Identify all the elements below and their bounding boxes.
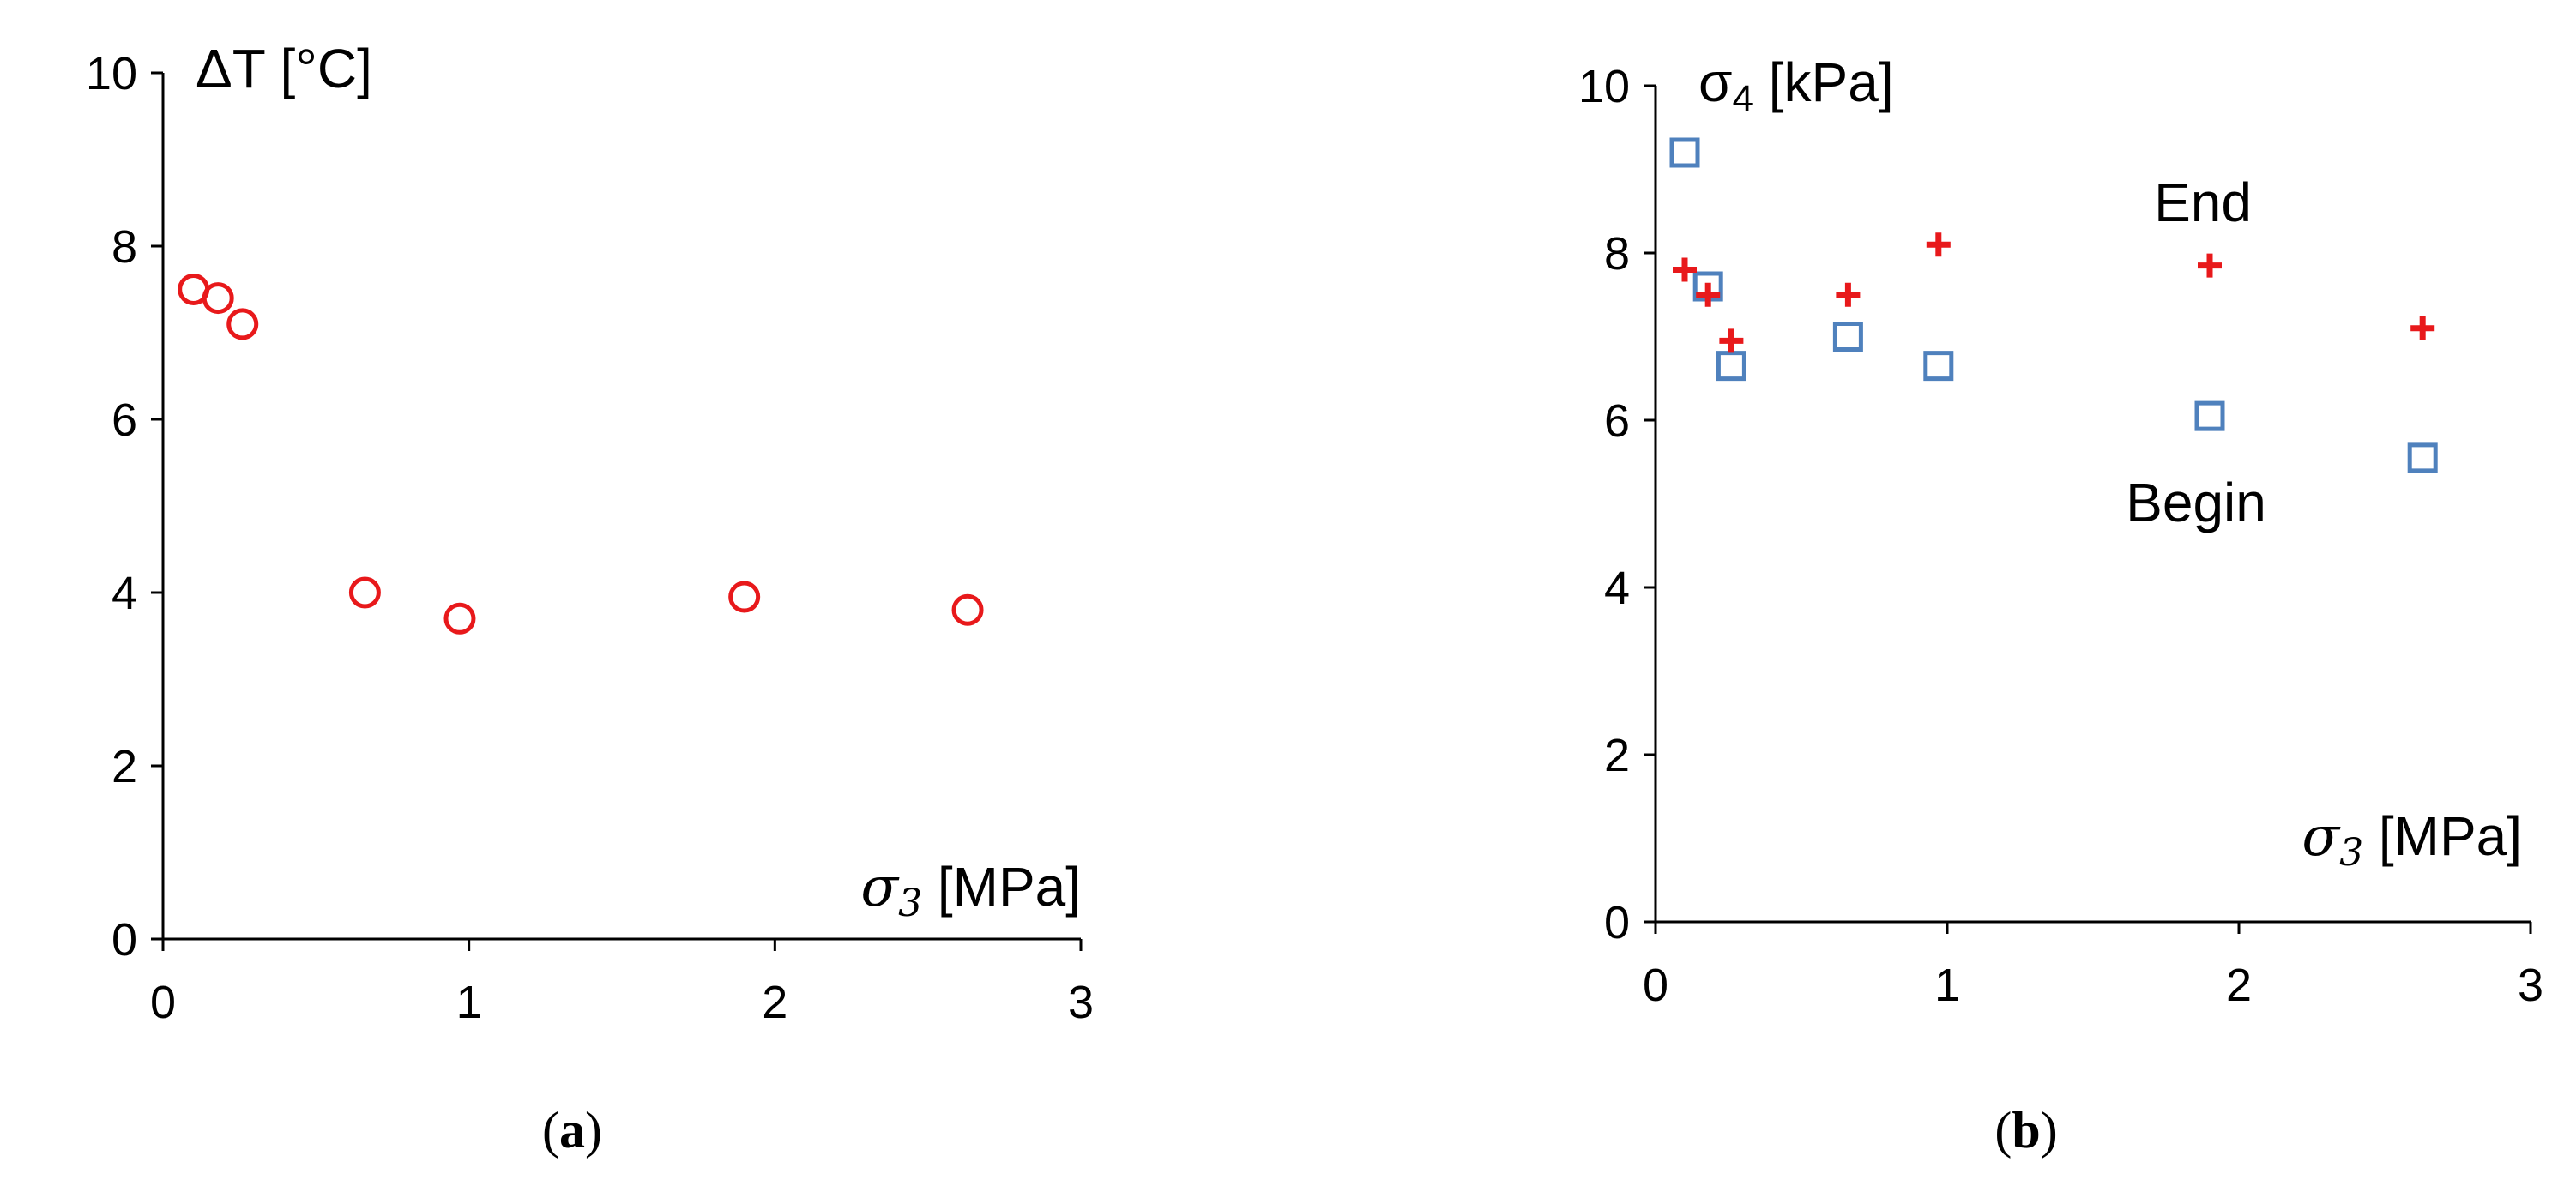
- series-label-begin: Begin: [2126, 472, 2266, 533]
- series-label-end: End: [2154, 172, 2252, 233]
- y-axis-subscript: 4: [1733, 78, 1753, 120]
- data-points: [178, 274, 984, 635]
- y-axis-title: ΔT [°C]: [196, 38, 372, 99]
- data-points: [1669, 137, 2438, 473]
- x-tick-label: 3: [1068, 977, 1094, 1028]
- x-tick-label: 2: [762, 977, 787, 1028]
- data-point-plus: [1719, 328, 1744, 353]
- x-axis-unit: [MPa]: [2363, 805, 2522, 867]
- panel-caption: (a): [542, 1102, 602, 1159]
- x-axis-unit: [MPa]: [922, 856, 1081, 918]
- axes: [151, 71, 1083, 951]
- tick-labels: 0 2 4 6 8 10 0 1 2 3: [1578, 61, 2543, 1011]
- x-tick-label: 1: [456, 977, 482, 1028]
- data-point-square: [1832, 322, 1863, 352]
- y-tick-label: 4: [112, 568, 137, 619]
- panel-caption: (b): [1994, 1102, 2057, 1159]
- y-tick-label: 0: [112, 914, 137, 966]
- axes: [1644, 84, 2532, 934]
- x-tick-label: 3: [2518, 960, 2543, 1011]
- y-tick-label: 10: [1578, 61, 1630, 112]
- data-point-square: [1923, 351, 1954, 382]
- x-axis-title: σ3 [MPa]: [860, 856, 1081, 925]
- panel-caption-letter: b: [2012, 1102, 2040, 1159]
- tick-labels: 0 2 4 6 8 10 0 1 2 3: [86, 48, 1094, 1028]
- y-axis-unit: [kPa]: [1753, 51, 1894, 113]
- panel-caption-letter: a: [559, 1102, 585, 1159]
- data-point-square: [1669, 137, 1700, 168]
- x-axis-symbol: σ: [2302, 805, 2341, 869]
- x-tick-label: 1: [1934, 960, 1960, 1011]
- data-point-plus: [2410, 316, 2435, 340]
- data-point-plus: [2198, 253, 2222, 278]
- data-point-plus: [1836, 282, 1861, 307]
- y-tick-label: 10: [86, 48, 137, 99]
- x-axis-title: σ3 [MPa]: [2302, 805, 2522, 875]
- y-tick-label: 6: [112, 394, 137, 446]
- data-point-plus: [1696, 282, 1721, 307]
- data-point-square: [2407, 442, 2438, 473]
- x-axis-subscript: 3: [898, 882, 922, 925]
- data-point-circle: [202, 282, 234, 315]
- data-point-circle: [951, 593, 984, 626]
- y-axis-title: σ4 [kPa]: [1698, 51, 1894, 120]
- data-point-plus: [1926, 232, 1951, 257]
- data-point-plus: [1673, 257, 1697, 282]
- x-axis-symbol: σ: [860, 856, 900, 919]
- y-tick-label: 6: [1604, 395, 1630, 447]
- x-tick-label: 0: [1643, 960, 1668, 1011]
- data-point-circle: [443, 602, 476, 635]
- y-axis-symbol: σ: [1698, 51, 1733, 113]
- data-point-circle: [226, 308, 259, 340]
- data-point-circle: [728, 581, 761, 613]
- y-tick-label: 2: [112, 741, 137, 792]
- y-tick-label: 2: [1604, 730, 1630, 781]
- x-tick-label: 0: [150, 977, 176, 1028]
- y-tick-label: 8: [1604, 228, 1630, 280]
- data-point-square: [2194, 400, 2225, 431]
- y-tick-label: 8: [112, 221, 137, 273]
- x-axis-subscript: 3: [2339, 831, 2363, 875]
- data-point-square: [1716, 351, 1746, 382]
- y-tick-label: 0: [1604, 897, 1630, 948]
- x-tick-label: 2: [2226, 960, 2252, 1011]
- data-point-circle: [348, 576, 381, 609]
- y-tick-label: 4: [1604, 563, 1630, 614]
